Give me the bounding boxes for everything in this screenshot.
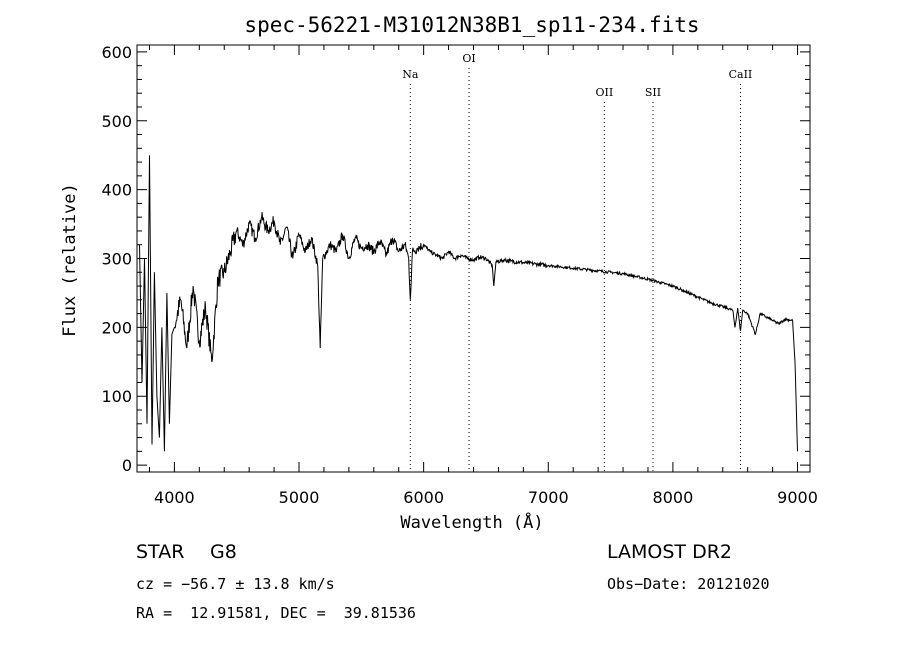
y-tick-label: 100 bbox=[101, 387, 132, 406]
spectral-line-label: SII bbox=[645, 86, 661, 99]
plot-border bbox=[136, 44, 811, 473]
plot-frame bbox=[136, 44, 811, 473]
x-tick-label: 5000 bbox=[279, 488, 320, 507]
object-class: STAR bbox=[136, 541, 185, 563]
chart-title: spec-56221-M31012N38B1_sp11-234.fits bbox=[244, 13, 699, 37]
y-tick-label: 0 bbox=[122, 456, 132, 475]
spectral-line-label: OII bbox=[596, 86, 614, 99]
survey-name: LAMOST DR2 bbox=[607, 541, 732, 563]
redshift-velocity: cz = −56.7 ± 13.8 km/s bbox=[136, 575, 335, 593]
y-tick-label: 200 bbox=[101, 318, 132, 337]
spectral-line-label: OI bbox=[462, 52, 475, 65]
object-subclass: G8 bbox=[210, 541, 237, 563]
x-tick-label: 9000 bbox=[777, 488, 818, 507]
x-tick-label: 6000 bbox=[403, 488, 444, 507]
y-axis: 0 100 200 300 400 500 600 bbox=[101, 43, 810, 475]
x-tick-label: 8000 bbox=[653, 488, 694, 507]
sky-coordinates: RA = 12.91581, DEC = 39.81536 bbox=[136, 604, 416, 622]
spectral-line-label: CaII bbox=[729, 68, 753, 81]
y-tick-label: 500 bbox=[101, 112, 132, 131]
x-tick-label: 7000 bbox=[528, 488, 569, 507]
y-tick-label: 600 bbox=[101, 43, 132, 62]
spectral-line-markers: Na OI OII SII CaII bbox=[402, 52, 752, 472]
x-axis: 4000 5000 6000 7000 8000 9000 bbox=[148, 45, 818, 507]
x-tick-label: 4000 bbox=[154, 488, 195, 507]
x-axis-label: Wavelength (Å) bbox=[400, 511, 543, 533]
spectrum-series-line bbox=[139, 155, 798, 452]
y-tick-label: 400 bbox=[101, 181, 132, 200]
observation-date: Obs−Date: 20121020 bbox=[607, 575, 770, 593]
y-tick-label: 300 bbox=[101, 250, 132, 269]
y-axis-label: Flux (relative) bbox=[60, 183, 80, 337]
spectral-line-label: Na bbox=[402, 68, 419, 81]
